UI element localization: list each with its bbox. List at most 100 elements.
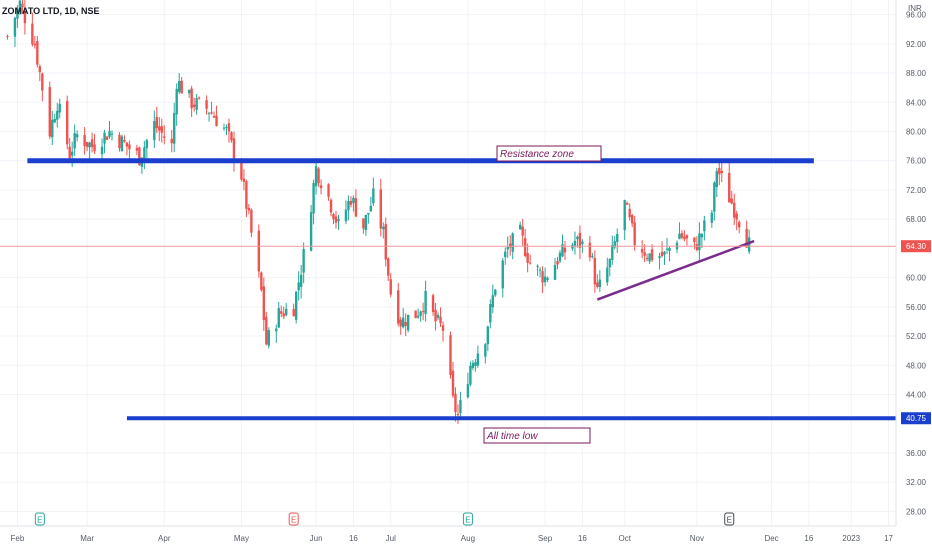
candle-body[interactable] <box>738 222 741 228</box>
candle-body[interactable] <box>608 259 611 268</box>
candle-body[interactable] <box>257 230 261 272</box>
candle-body[interactable] <box>285 308 288 316</box>
candle-body[interactable] <box>225 127 228 129</box>
candle-body[interactable] <box>85 142 89 147</box>
candle-body[interactable] <box>623 200 626 231</box>
candle-body[interactable] <box>571 244 574 249</box>
candle-body[interactable] <box>280 311 283 314</box>
candle-body[interactable] <box>66 100 69 145</box>
candle-body[interactable] <box>120 136 124 152</box>
candle-body[interactable] <box>504 251 507 258</box>
candle-body[interactable] <box>205 100 208 109</box>
candle-body[interactable] <box>195 98 198 110</box>
candle-body[interactable] <box>317 168 320 184</box>
candle-body[interactable] <box>13 17 17 37</box>
candle-body[interactable] <box>491 295 494 308</box>
candle-body[interactable] <box>347 200 350 211</box>
candle-body[interactable] <box>327 184 330 197</box>
candle-body[interactable] <box>309 212 313 251</box>
candle-body[interactable] <box>250 209 253 233</box>
candle-body[interactable] <box>319 185 323 189</box>
resistance-zone-annotation[interactable]: Resistance zone <box>496 145 602 162</box>
candle-body[interactable] <box>606 267 609 283</box>
candle-body[interactable] <box>593 257 597 285</box>
candle-body[interactable] <box>242 178 246 182</box>
candle-body[interactable] <box>31 23 34 45</box>
candle-body[interactable] <box>247 207 251 211</box>
candle-body[interactable] <box>546 277 549 280</box>
candle-body[interactable] <box>337 219 340 222</box>
candle-body[interactable] <box>158 126 161 131</box>
candle-body[interactable] <box>561 244 564 257</box>
candle-body[interactable] <box>384 224 387 260</box>
candle-body[interactable] <box>143 147 146 159</box>
candle-body[interactable] <box>108 130 111 137</box>
candle-body[interactable] <box>190 88 193 109</box>
candle-body[interactable] <box>73 133 76 149</box>
candle-body[interactable] <box>382 226 385 230</box>
candle-body[interactable] <box>103 132 106 144</box>
candle-body[interactable] <box>648 253 651 262</box>
candle-body[interactable] <box>431 295 435 313</box>
candle-body[interactable] <box>511 233 514 252</box>
candle-body[interactable] <box>596 282 599 288</box>
candle-body[interactable] <box>399 319 402 327</box>
candle-body[interactable] <box>302 249 305 273</box>
candle-body[interactable] <box>695 244 699 251</box>
candle-body[interactable] <box>197 97 201 99</box>
candle-body[interactable] <box>698 233 701 251</box>
candle-body[interactable] <box>33 43 37 46</box>
candle-body[interactable] <box>110 133 114 135</box>
candle-body[interactable] <box>153 121 156 141</box>
candle-body[interactable] <box>58 103 61 113</box>
candle-body[interactable] <box>362 218 365 229</box>
candle-body[interactable] <box>581 241 584 245</box>
candle-body[interactable] <box>678 233 681 240</box>
candle-body[interactable] <box>187 89 191 94</box>
candle-body[interactable] <box>292 308 295 317</box>
candle-body[interactable] <box>528 262 532 264</box>
candle-body[interactable] <box>521 226 524 236</box>
candle-body[interactable] <box>230 132 233 141</box>
candle-body[interactable] <box>294 291 298 320</box>
candle-body[interactable] <box>730 198 733 204</box>
candle-body[interactable] <box>389 279 392 295</box>
rising-trend-line[interactable] <box>596 239 755 301</box>
candle-body[interactable] <box>21 3 24 8</box>
candle-body[interactable] <box>369 205 373 212</box>
earnings-marker[interactable] <box>724 512 735 526</box>
candle-body[interactable] <box>354 198 358 217</box>
candle-body[interactable] <box>210 112 213 114</box>
candle-body[interactable] <box>563 247 567 253</box>
candle-body[interactable] <box>538 269 542 271</box>
candle-body[interactable] <box>745 228 748 248</box>
candle-body[interactable] <box>509 243 512 248</box>
candle-body[interactable] <box>685 235 689 239</box>
candle-body[interactable] <box>222 127 226 129</box>
candle-body[interactable] <box>118 134 121 149</box>
candle-body[interactable] <box>70 151 74 156</box>
candle-body[interactable] <box>138 147 141 166</box>
candle-body[interactable] <box>421 310 425 313</box>
candle-body[interactable] <box>591 256 594 258</box>
candle-body[interactable] <box>466 384 470 398</box>
candle-body[interactable] <box>352 197 355 204</box>
candle-body[interactable] <box>733 202 736 218</box>
candle-body[interactable] <box>36 41 39 65</box>
candle-body[interactable] <box>665 248 669 250</box>
candle-body[interactable] <box>93 144 96 152</box>
candle-body[interactable] <box>387 258 390 276</box>
candle-body[interactable] <box>439 316 442 324</box>
candle-body[interactable] <box>494 289 497 296</box>
candle-body[interactable] <box>100 146 104 155</box>
candle-body[interactable] <box>329 199 333 213</box>
candle-body[interactable] <box>536 265 539 267</box>
candle-body[interactable] <box>41 73 44 91</box>
candle-body[interactable] <box>703 220 706 232</box>
candle-body[interactable] <box>456 413 460 416</box>
candle-body[interactable] <box>245 181 248 209</box>
candle-body[interactable] <box>476 353 480 366</box>
candle-body[interactable] <box>628 208 631 218</box>
candle-body[interactable] <box>125 142 129 147</box>
